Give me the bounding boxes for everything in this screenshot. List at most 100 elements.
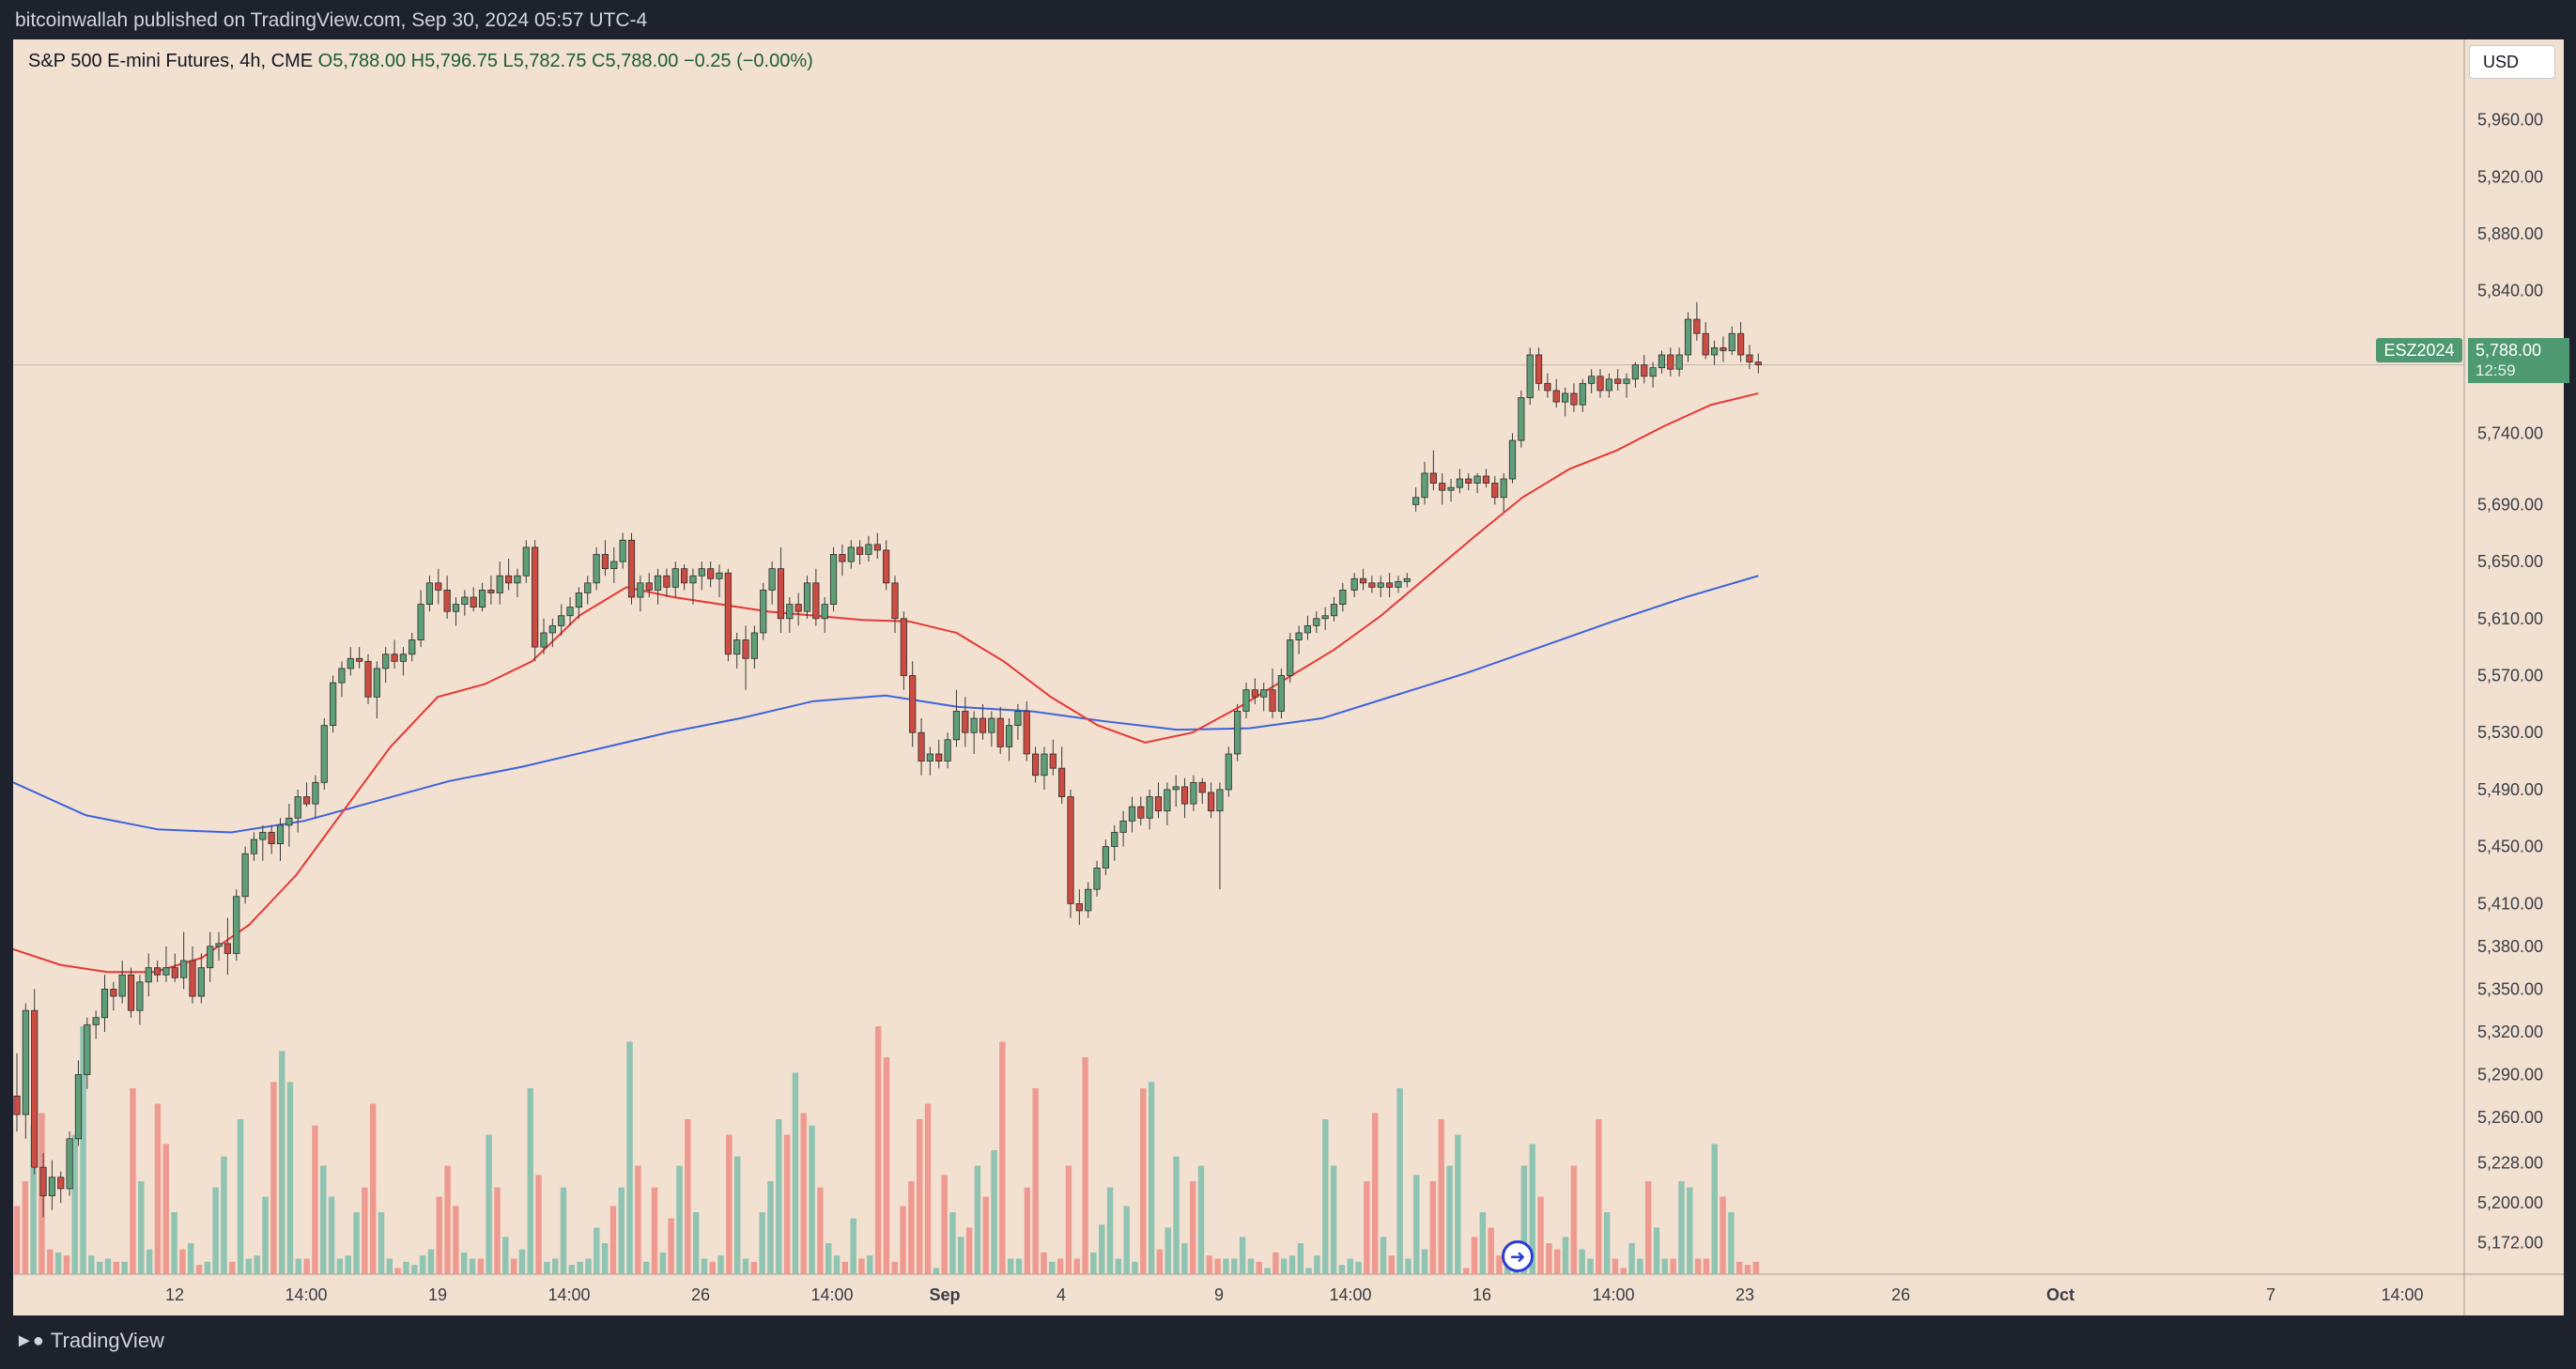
candle-body <box>100 989 109 1019</box>
volume-bar <box>949 1212 956 1274</box>
candle-body <box>1303 624 1312 634</box>
volume-bar <box>916 1119 923 1274</box>
candle-body <box>1180 786 1189 805</box>
candle-body <box>1447 486 1455 491</box>
candle-body <box>145 967 152 983</box>
candle-body <box>127 974 135 1011</box>
volume-bar <box>1330 1165 1337 1274</box>
candle-body <box>970 717 978 733</box>
symbol-name: S&P 500 E-mini Futures, 4h, CME <box>28 51 314 71</box>
candle-body <box>66 1138 73 1190</box>
volume-bar <box>1752 1261 1760 1274</box>
volume-bar <box>1653 1227 1660 1274</box>
candle-body <box>1667 354 1674 370</box>
price-tick-label: 5,650.00 <box>2477 552 2543 571</box>
time-tick-label: 14:00 <box>285 1285 327 1304</box>
volume-bar <box>1264 1268 1271 1274</box>
volume-bar <box>96 1261 103 1274</box>
candle-body <box>645 582 653 591</box>
volume-bar <box>378 1212 385 1274</box>
bottom-bar: ►● TradingView <box>0 1315 2576 1369</box>
volume-bar <box>1024 1187 1031 1274</box>
time-tick-label: 23 <box>1735 1285 1754 1304</box>
volume-bar <box>270 1082 277 1274</box>
candle-body <box>180 960 188 978</box>
candle-body <box>1518 397 1525 441</box>
volume-bar <box>411 1265 418 1274</box>
currency-button[interactable]: USD <box>2469 45 2555 79</box>
candle-body <box>338 668 346 684</box>
volume-bar <box>1728 1212 1735 1274</box>
volume-bar <box>312 1125 318 1274</box>
volume-bar <box>668 1218 674 1274</box>
candle-body <box>856 546 864 555</box>
candle-body <box>671 568 679 588</box>
price-tick-label: 5,610.00 <box>2477 609 2543 628</box>
candle-body <box>1058 767 1066 797</box>
candle-body <box>1737 332 1745 356</box>
candle-body <box>1614 378 1622 384</box>
volume-bar <box>965 1227 973 1274</box>
volume-bar <box>1537 1196 1544 1274</box>
symbol-price-tag: ESZ2024 <box>2376 338 2462 362</box>
volume-bar <box>386 1258 393 1274</box>
volume-bar <box>792 1072 799 1274</box>
volume-bar <box>642 1261 650 1274</box>
arrow-right-circle-icon[interactable]: ➜ <box>1502 1240 1534 1272</box>
volume-bar <box>369 1103 377 1274</box>
candle-body <box>294 796 301 819</box>
volume-bar <box>1082 1057 1088 1274</box>
price-chart[interactable]: 5,960.00 5,920.00 5,880.00 5,840.00 5,740.00… <box>13 39 2564 1315</box>
candle-body <box>637 582 644 598</box>
candle-body <box>382 654 390 669</box>
volume-bar <box>71 1134 78 1274</box>
candle-body <box>417 604 424 640</box>
time-tick-label: 7 <box>2266 1285 2275 1304</box>
volume-bar <box>609 1206 617 1274</box>
candle-body <box>285 817 293 826</box>
candle-body <box>84 1023 91 1075</box>
candle-body <box>1313 618 1320 626</box>
candle-body <box>601 554 609 570</box>
volume-bar <box>908 1181 915 1274</box>
candle-body <box>268 832 275 845</box>
volume-bar <box>1380 1237 1387 1274</box>
volume-bar <box>328 1196 335 1274</box>
candle-body <box>883 549 890 584</box>
volume-bar <box>303 1258 310 1274</box>
volume-bar <box>692 1212 700 1274</box>
volume-bar <box>419 1255 426 1274</box>
chart-frame[interactable]: 5,960.00 5,920.00 5,880.00 5,840.00 5,740.00… <box>13 39 2569 1315</box>
candle-body <box>1128 806 1136 822</box>
volume-bar <box>1446 1165 1453 1274</box>
candle-body <box>224 943 231 954</box>
volume-bar <box>1297 1243 1304 1274</box>
candle-body <box>13 1095 21 1115</box>
symbol-legend[interactable]: S&P 500 E-mini Futures, 4h, CME O5,788.0… <box>28 51 813 72</box>
candle-body <box>575 592 583 608</box>
volume-bar <box>1496 1255 1503 1274</box>
candle-body <box>22 1009 29 1115</box>
candle-body <box>1658 354 1666 369</box>
volume-bar <box>941 1175 948 1274</box>
candle-body <box>302 796 311 805</box>
volume-bar <box>742 1258 749 1274</box>
candle-body <box>1208 792 1215 812</box>
volume-bar <box>651 1187 658 1274</box>
volume-bar <box>750 1261 758 1274</box>
volume-bar <box>1223 1258 1229 1274</box>
candle-body <box>610 561 618 570</box>
volume-bar <box>444 1165 451 1274</box>
candle-body <box>1277 675 1285 712</box>
volume-bar <box>121 1261 128 1274</box>
candle-body <box>1720 346 1727 351</box>
volume-bar <box>1338 1265 1346 1274</box>
candle-body <box>478 590 486 608</box>
volume-bar <box>1735 1261 1743 1274</box>
candle-body <box>558 615 565 626</box>
candle-body <box>1500 478 1507 499</box>
price-tick-label: 5,490.00 <box>2477 780 2543 799</box>
volume-bar <box>1438 1119 1444 1274</box>
volume-bar <box>453 1206 459 1274</box>
time-tick-label: 26 <box>691 1285 710 1304</box>
